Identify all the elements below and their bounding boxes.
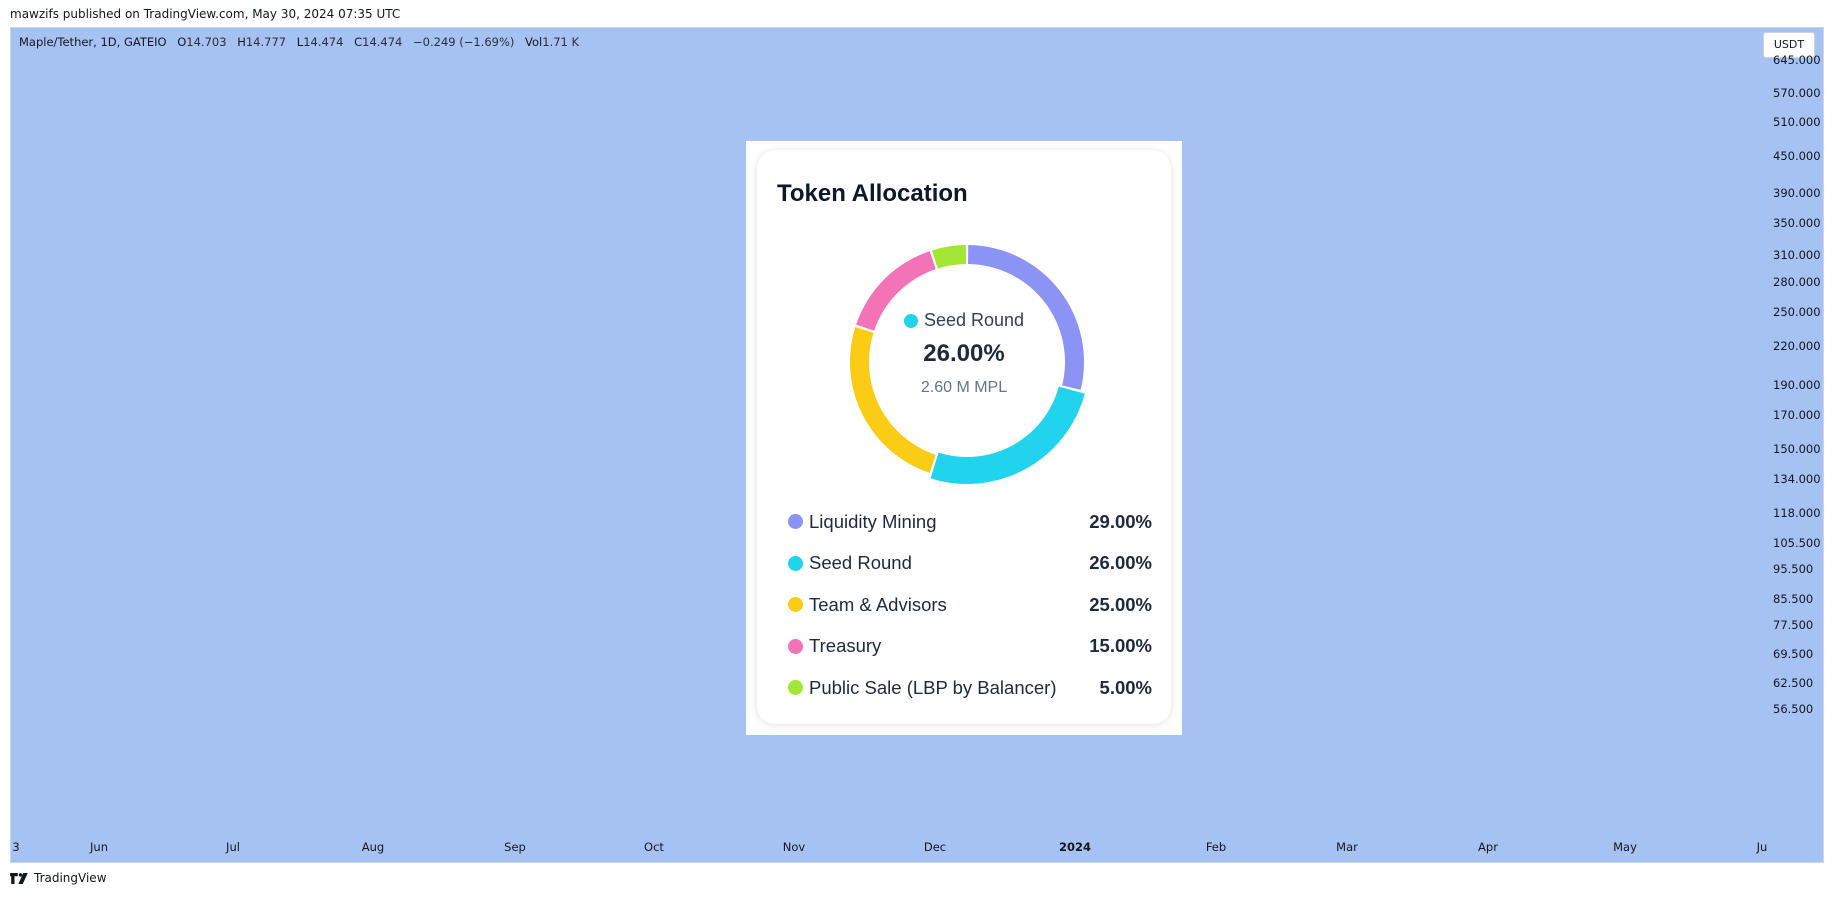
time-tick: Apr: [1478, 840, 1498, 854]
time-tick: 3: [12, 840, 20, 854]
donut-slice-treasury[interactable]: [856, 251, 936, 331]
price-tick: 190.000: [1773, 378, 1821, 392]
legend-label: Seed Round: [809, 552, 912, 574]
legend-item[interactable]: Team & Advisors 25.00%: [788, 584, 1152, 626]
legend-color-dot: [788, 680, 803, 696]
ohlc-open: O14.703: [177, 35, 227, 49]
price-tick: 150.000: [1773, 442, 1821, 456]
price-tick: 56.500: [1773, 702, 1814, 716]
embedded-image: Token Allocation Seed Round 26.00% 2.60 …: [746, 141, 1182, 735]
legend-color-dot: [788, 555, 803, 571]
legend-percent: 25.00%: [1089, 593, 1152, 615]
time-tick: Oct: [644, 840, 664, 854]
legend-item-label-group: Liquidity Mining: [788, 511, 937, 533]
tradingview-logo-icon: [10, 872, 28, 884]
price-tick: 645.000: [1773, 53, 1821, 67]
donut-slice-liquidity-mining[interactable]: [968, 245, 1084, 390]
legend-item-label-group: Team & Advisors: [788, 594, 947, 616]
price-tick: 510.000: [1773, 115, 1821, 129]
time-tick: May: [1613, 840, 1637, 854]
card-title: Token Allocation: [777, 180, 968, 207]
legend-item[interactable]: Seed Round 26.00%: [788, 543, 1152, 585]
price-tick: 134.000: [1773, 472, 1821, 486]
time-tick: Ju: [1756, 840, 1768, 854]
legend-percent: 15.00%: [1089, 635, 1152, 657]
symbol-name[interactable]: Maple/Tether, 1D, GATEIO: [19, 35, 167, 49]
legend-item-label-group: Seed Round: [788, 552, 912, 574]
volume: Vol1.71 K: [525, 35, 580, 49]
allocation-legend: Liquidity Mining 29.00% Seed Round 26.00% Te…: [788, 501, 1152, 709]
price-tick: 450.000: [1773, 149, 1821, 163]
time-tick: Sep: [504, 840, 526, 854]
ohlc-low: L14.474: [296, 35, 344, 49]
ohlc-close: C14.474: [354, 35, 403, 49]
price-tick: 118.000: [1773, 506, 1821, 520]
center-color-dot: [903, 313, 918, 328]
legend-item[interactable]: Treasury 15.00%: [788, 626, 1152, 668]
legend-item-label-group: Public Sale (LBP by Balancer): [788, 677, 1056, 699]
time-tick: Feb: [1205, 840, 1227, 854]
donut-slice-team-advisors[interactable]: [850, 327, 936, 473]
price-tick: 310.000: [1773, 248, 1821, 262]
legend-percent: 26.00%: [1089, 552, 1152, 574]
price-tick: 350.000: [1773, 216, 1821, 230]
tradingview-logo-text: TradingView: [34, 871, 107, 885]
legend-label: Public Sale (LBP by Balancer): [809, 676, 1057, 698]
time-tick: Jul: [226, 840, 240, 854]
legend-label: Liquidity Mining: [809, 510, 937, 532]
price-tick: 570.000: [1773, 86, 1821, 100]
price-tick: 95.500: [1773, 562, 1814, 576]
tradingview-logo[interactable]: TradingView: [10, 871, 107, 885]
legend-percent: 29.00%: [1089, 510, 1152, 532]
symbol-legend: Maple/Tether, 1D, GATEIO O14.703 H14.777…: [19, 35, 586, 49]
time-tick: 2024: [1058, 840, 1092, 854]
donut-center-amount: 2.60 M MPL: [920, 379, 1008, 396]
donut-center-percent: 26.00%: [923, 340, 1005, 367]
legend-item[interactable]: Public Sale (LBP by Balancer) 5.00%: [788, 667, 1152, 709]
time-tick: Aug: [361, 840, 385, 854]
price-tick: 280.000: [1773, 275, 1821, 289]
legend-percent: 5.00%: [1099, 676, 1152, 698]
price-tick: 220.000: [1773, 339, 1821, 353]
price-tick: 77.500: [1773, 618, 1814, 632]
price-tick: 85.500: [1773, 592, 1814, 606]
price-tick: 250.000: [1773, 305, 1821, 319]
donut-center-label: Seed Round: [757, 310, 1171, 331]
price-tick: 105.500: [1773, 536, 1821, 550]
ohlc-high: H14.777: [237, 35, 287, 49]
price-tick: 170.000: [1773, 408, 1821, 422]
allocation-donut-chart: [850, 245, 1085, 484]
legend-color-dot: [788, 638, 803, 654]
legend-item[interactable]: Liquidity Mining 29.00%: [788, 501, 1152, 543]
time-tick: Mar: [1336, 840, 1358, 854]
donut-slice-public-sale-lbp-by-balancer[interactable]: [932, 245, 966, 269]
donut-slice-seed-round[interactable]: [930, 386, 1085, 484]
publisher-credit: mawzifs published on TradingView.com, Ma…: [10, 7, 401, 21]
time-tick: Nov: [782, 840, 806, 854]
legend-color-dot: [788, 514, 803, 530]
currency-button[interactable]: USDT: [1763, 32, 1815, 58]
legend-color-dot: [788, 597, 803, 613]
price-tick: 390.000: [1773, 186, 1821, 200]
time-tick: Dec: [923, 840, 947, 854]
time-tick: Jun: [90, 840, 108, 854]
legend-item-label-group: Treasury: [788, 635, 881, 657]
ohlc-change: −0.249 (−1.69%): [413, 35, 515, 49]
price-tick: 62.500: [1773, 676, 1814, 690]
center-name: Seed Round: [923, 310, 1025, 330]
legend-label: Treasury: [809, 635, 882, 657]
token-allocation-card: Token Allocation Seed Round 26.00% 2.60 …: [757, 150, 1171, 724]
legend-label: Team & Advisors: [809, 593, 947, 615]
price-tick: 69.500: [1773, 647, 1814, 661]
